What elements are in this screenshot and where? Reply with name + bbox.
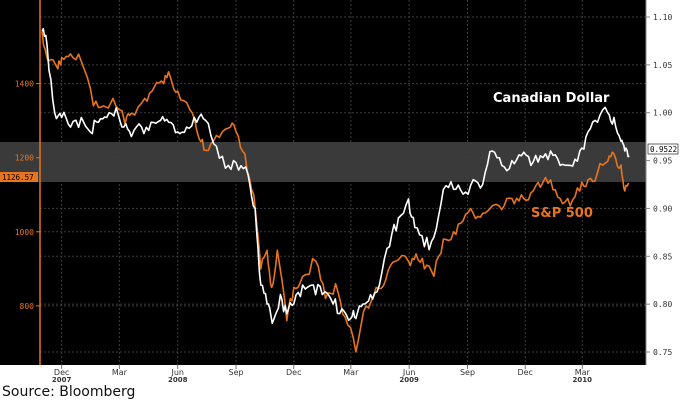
x-tick-year: 2008 xyxy=(168,376,188,383)
sp500-last-value: 1126.57 xyxy=(2,173,34,182)
series-label-canadian-dollar: Canadian Dollar xyxy=(493,91,610,106)
series-line-canadian-dollar xyxy=(41,27,630,325)
x-tick-year: 2009 xyxy=(399,376,419,383)
right-axis-ticks: 0.75 0.80 0.85 0.90 0.95 1.00 1.05 1.10 xyxy=(646,13,672,357)
x-tick-label: Mar xyxy=(343,368,359,377)
right-tick-label: 0.90 xyxy=(653,204,672,213)
left-tick-label: 1400 xyxy=(15,80,34,89)
x-tick-label: Jun xyxy=(170,368,184,377)
x-tick-label: Dec xyxy=(286,368,301,377)
series-line-sp500 xyxy=(41,31,630,353)
chart: 800 1000 1200 1400 0.75 0.80 0.85 0.90 0.95 1.00… xyxy=(0,0,680,383)
left-tick-label: 1000 xyxy=(15,228,34,237)
left-tick-label: 800 xyxy=(20,302,35,311)
right-tick-label: 1.00 xyxy=(653,109,672,118)
price-band xyxy=(0,142,646,182)
cad-last-value: 0.9522 xyxy=(650,145,677,154)
right-tick-label: 1.10 xyxy=(653,13,672,22)
right-tick-label: 1.05 xyxy=(653,61,672,70)
x-tick-label: Dec xyxy=(517,368,532,377)
x-tick-label: Jun xyxy=(402,368,416,377)
source-note: Source: Bloomberg xyxy=(2,384,136,400)
last-value-tags: 1126.57 0.9522 xyxy=(0,143,679,182)
x-tick-label: Sep xyxy=(460,368,475,377)
right-tick-label: 0.95 xyxy=(653,157,672,166)
x-tick-label: Sep xyxy=(229,368,244,377)
cad-last-tag xyxy=(647,143,679,155)
series-label-sp500: S&P 500 xyxy=(531,206,593,221)
right-tick-label: 0.85 xyxy=(653,252,672,261)
right-tick-label: 0.75 xyxy=(653,348,672,357)
x-tick-label: Mar xyxy=(575,368,591,377)
x-tick-label: Mar xyxy=(112,368,128,377)
x-tick-year: 2007 xyxy=(52,376,72,383)
gridlines xyxy=(40,0,646,365)
sp500-last-tag xyxy=(0,172,38,182)
x-tick-label: Dec xyxy=(54,368,69,377)
left-axis-ticks: 800 1000 1200 1400 xyxy=(15,80,40,311)
right-tick-label: 0.80 xyxy=(653,300,672,309)
x-tick-year: 2010 xyxy=(573,376,593,383)
series-lines xyxy=(41,27,630,353)
left-tick-label: 1200 xyxy=(15,154,34,163)
